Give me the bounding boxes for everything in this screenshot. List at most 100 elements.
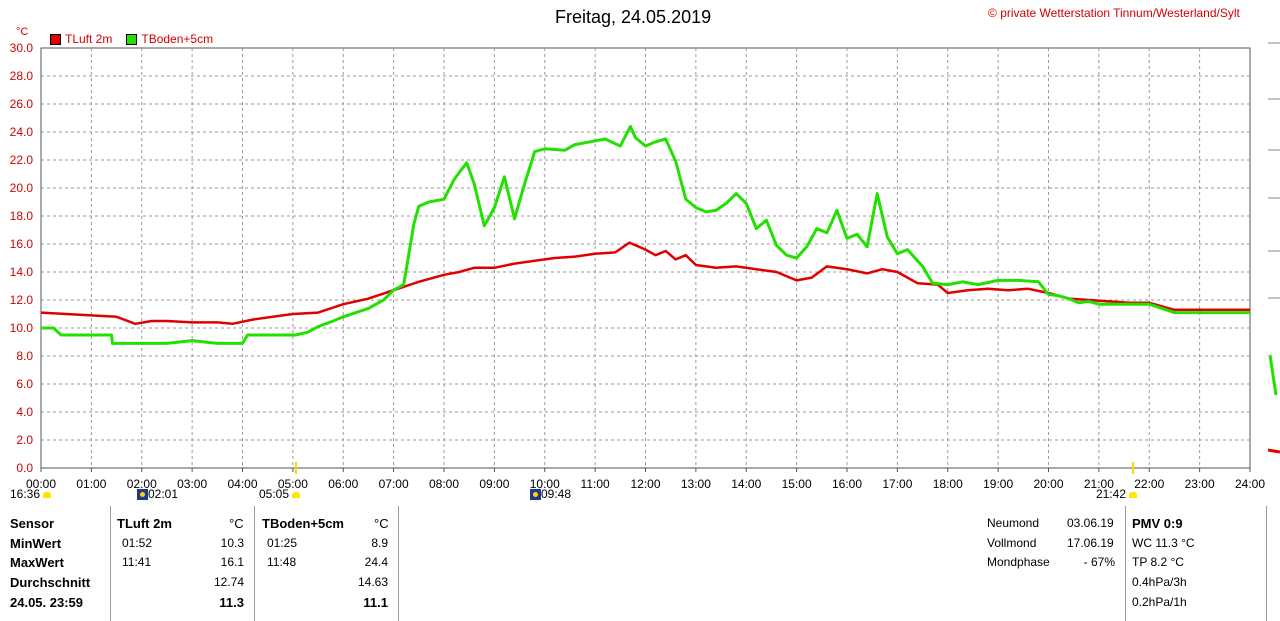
x-tick-label: 22:00: [1134, 477, 1164, 491]
legend: TLuft 2m TBoden+5cm: [50, 32, 213, 46]
legend-item-tluft: TLuft 2m: [50, 32, 112, 46]
sunset-icon: [1129, 491, 1138, 498]
y-tick-label: 12.0: [10, 293, 34, 307]
stats-row-value2: 8.9: [371, 536, 388, 550]
stats-row-value1: 10.3: [220, 536, 244, 550]
event-moonset: 09:48: [530, 487, 571, 501]
y-tick-label: 14.0: [10, 265, 34, 279]
legend-item-tboden: TBoden+5cm: [126, 32, 213, 46]
stats-row-value1: 16.1: [220, 555, 244, 569]
event-moonrise: 02:01: [137, 487, 178, 501]
stats-divider-2: [254, 506, 255, 621]
right-edge-green-stub: [1268, 354, 1278, 396]
event-daylength-start: 16:36: [10, 487, 52, 501]
x-tick-label: 05:00: [278, 477, 308, 491]
pmv-title: PMV 0:9: [1132, 516, 1183, 531]
grid: [41, 48, 1250, 468]
y-tick-label: 18.0: [10, 209, 34, 223]
x-tick-label: 00:00: [26, 477, 56, 491]
copyright-symbol: ©: [988, 6, 997, 20]
y-tick-label: 30.0: [10, 41, 34, 55]
y-tick-label: 26.0: [10, 97, 34, 111]
moon-value: 17.06.19: [1067, 536, 1114, 550]
y-tick-label: 20.0: [10, 181, 34, 195]
stats-row-time2: 11:48: [267, 555, 297, 569]
stats-divider-4: [1125, 506, 1126, 621]
y-tick-label: 6.0: [16, 377, 33, 391]
stats-header-col1-unit: °C: [229, 516, 244, 531]
legend-swatch-tluft: [50, 33, 61, 45]
x-tick-label: 13:00: [681, 477, 711, 491]
stats-row-label: 24.05. 23:59: [10, 595, 84, 610]
daylength-start-time: 16:36: [10, 487, 41, 501]
x-tick-label: 18:00: [933, 477, 963, 491]
copyright-notice: © private Wetterstation Tinnum/Westerlan…: [988, 6, 1240, 20]
stats-header-sensor: Sensor: [10, 516, 55, 531]
series-lines: [40, 124, 1250, 345]
pmv-line: TP 8.2 °C: [1132, 555, 1184, 569]
stats-row-time2: 01:25: [267, 536, 298, 550]
x-tick-label: 19:00: [983, 477, 1013, 491]
x-tick-label: 11:00: [581, 477, 610, 491]
temperature-chart: 0.0 2.0 4.0 6.0 8.0 10.0 12.0 14.0 16.0 18.0 20.0 2…: [10, 41, 1280, 491]
x-tick-label: 01:00: [76, 477, 106, 491]
stats-divider-3: [398, 506, 399, 621]
moon-label: Vollmond: [987, 536, 1037, 550]
y-tick-label: 4.0: [16, 405, 33, 419]
x-tick-label: 23:00: [1185, 477, 1215, 491]
x-tick-label: 17:00: [882, 477, 912, 491]
stats-row-label: MinWert: [10, 536, 62, 551]
y-tick-label: 8.0: [16, 349, 33, 363]
pmv-line: 0.4hPa/3h: [1132, 575, 1187, 589]
y-tick-label: 24.0: [10, 125, 34, 139]
x-tick-label: 10:00: [530, 477, 560, 491]
x-tick-label: 08:00: [429, 477, 459, 491]
y-tick-label: 28.0: [10, 69, 34, 83]
stats-row-label: MaxWert: [10, 555, 64, 570]
y-unit-label: °C: [16, 26, 29, 38]
moon-value: - 67%: [1083, 555, 1115, 569]
stats-row-value2: 14.63: [357, 575, 388, 589]
right-edge-red-stub: [1267, 448, 1280, 454]
event-sunset: 21:42: [1096, 487, 1138, 501]
stats-row-value2: 24.4: [364, 555, 388, 569]
event-sunrise: 05:05: [259, 487, 301, 501]
x-tick-label: 21:00: [1084, 477, 1114, 491]
y-tick-label: 2.0: [16, 433, 33, 447]
series-line-tluft: [40, 241, 1250, 326]
y-tick-label: 22.0: [10, 153, 34, 167]
x-tick-label: 12:00: [630, 477, 660, 491]
y-tick-labels: 0.0 2.0 4.0 6.0 8.0 10.0 12.0 14.0 16.0 18.0 20.0 2…: [10, 41, 34, 475]
moon-label: Mondphase: [987, 555, 1050, 569]
x-tick-label: 06:00: [328, 477, 358, 491]
stats-divider-1: [110, 506, 111, 621]
event-markers: [295, 462, 1134, 474]
stats-header-col1: TLuft 2m: [117, 516, 172, 531]
x-tick-label: 20:00: [1033, 477, 1063, 491]
copyright-text: private Wetterstation Tinnum/Westerland/…: [1000, 6, 1240, 20]
y-tick-label: 10.0: [10, 321, 34, 335]
moonset-icon: [530, 489, 541, 501]
sun-icon: [43, 491, 52, 498]
stats-row-value1: 11.3: [219, 595, 244, 610]
stats-row-time1: 11:41: [122, 555, 152, 569]
stats-row-value2: 11.1: [363, 595, 388, 610]
y-tick-label: 16.0: [10, 237, 34, 251]
pmv-line: WC 11.3 °C: [1132, 536, 1195, 550]
moonrise-time: 02:01: [148, 487, 179, 501]
x-tick-label: 15:00: [782, 477, 812, 491]
chart-title: Freitag, 24.05.2019: [555, 7, 712, 27]
x-tick-label: 24:00: [1235, 477, 1265, 491]
moon-label: Neumond: [987, 516, 1040, 530]
x-tick-label: 14:00: [731, 477, 761, 491]
sunset-time: 21:42: [1096, 487, 1127, 501]
y-tick-label: 0.0: [16, 461, 33, 475]
legend-label-tboden: TBoden+5cm: [141, 32, 214, 46]
x-tick-label: 09:00: [479, 477, 509, 491]
moon-value: 03.06.19: [1067, 516, 1114, 530]
moonrise-icon: [137, 489, 148, 501]
stats-row-value1: 12.74: [213, 575, 244, 589]
x-tick-label: 02:00: [127, 477, 157, 491]
stats-header-col2-unit: °C: [374, 516, 389, 531]
series-line-tboden: [41, 124, 1250, 345]
